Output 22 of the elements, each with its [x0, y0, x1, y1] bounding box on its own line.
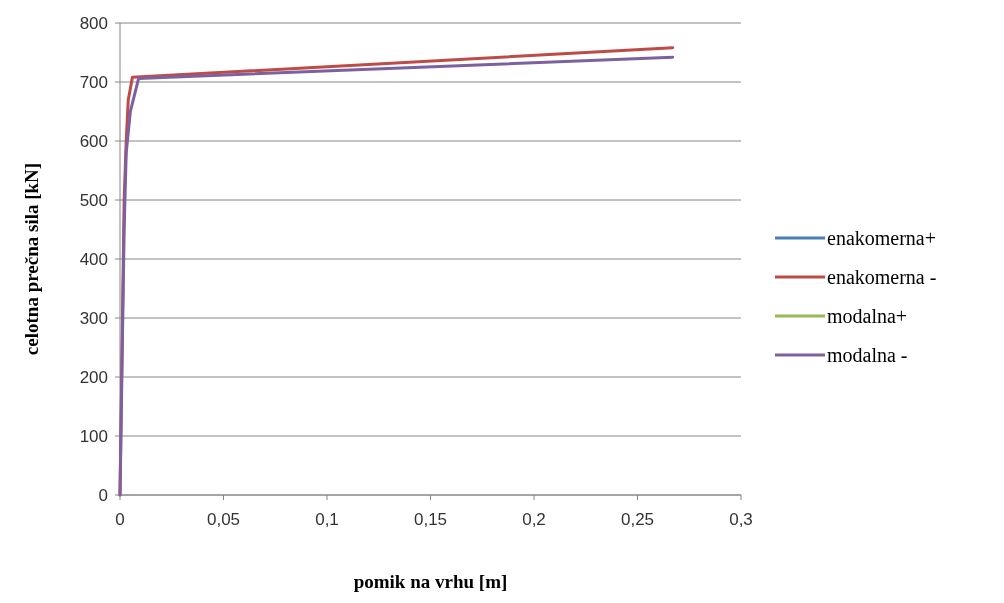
- y-tick-label: 700: [79, 72, 108, 92]
- legend-label: enakomerna+: [827, 227, 937, 249]
- x-axis-title: pomik na vrhu [m]: [353, 571, 508, 592]
- x-tick-label: 0,05: [206, 510, 241, 529]
- y-tick-label: 200: [79, 367, 108, 387]
- y-tick-label: 800: [79, 13, 108, 33]
- x-tick-label: 0,2: [522, 510, 546, 529]
- legend-label: modalna+: [827, 305, 908, 327]
- y-tick-label: 500: [79, 190, 108, 210]
- legend-label: modalna -: [827, 344, 908, 366]
- x-tick-label: 0,1: [315, 510, 339, 529]
- x-tick-label: 0: [115, 510, 125, 529]
- x-tick-label: 0,25: [620, 510, 655, 529]
- y-tick-label: 0: [98, 485, 108, 505]
- y-tick-label: 300: [79, 308, 108, 328]
- y-tick-label: 100: [79, 426, 108, 446]
- x-tick-label: 0,15: [413, 510, 448, 529]
- y-axis-title: celotna prečna sila [kN]: [21, 162, 42, 356]
- x-tick-label: 0,3: [729, 510, 753, 529]
- legend-label: enakomerna -: [827, 266, 937, 288]
- y-tick-label: 400: [79, 249, 108, 269]
- y-tick-label: 600: [79, 131, 108, 151]
